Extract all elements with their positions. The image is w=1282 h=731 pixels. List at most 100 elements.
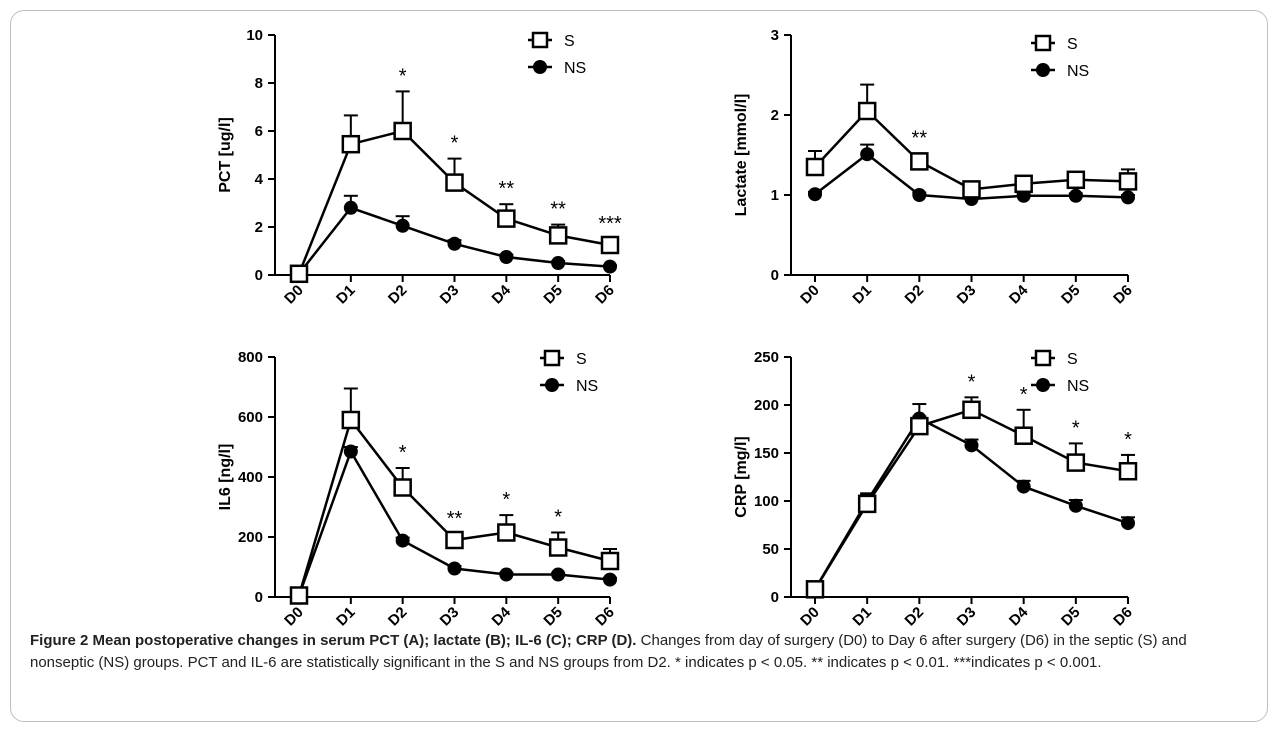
data-point <box>393 121 412 141</box>
data-point <box>805 157 825 177</box>
data-point <box>343 200 358 215</box>
significance-marker: * <box>1072 417 1080 439</box>
series-ns <box>292 194 617 281</box>
data-point <box>964 438 979 453</box>
data-point <box>499 567 514 582</box>
x-tick-label: D2 <box>902 604 928 630</box>
x-tick-label: D2 <box>902 282 928 308</box>
data-point <box>600 235 620 255</box>
legend-marker <box>1036 378 1050 392</box>
y-tick-label: 3 <box>771 27 779 44</box>
x-tick-label: D4 <box>1006 603 1032 629</box>
x-tick-label: D3 <box>954 604 980 630</box>
series-ns <box>292 444 617 603</box>
figure-caption: Figure 2 Mean postoperative changes in s… <box>30 630 1250 674</box>
data-point <box>447 561 462 576</box>
x-tick-label: D0 <box>797 282 823 308</box>
series-s <box>805 83 1138 199</box>
data-point <box>1068 498 1083 513</box>
data-point <box>395 218 410 233</box>
data-point <box>445 173 464 192</box>
x-tick-label: D5 <box>1058 282 1084 308</box>
data-point <box>1066 453 1086 472</box>
data-point <box>497 209 516 228</box>
figure-frame <box>10 10 1268 722</box>
x-tick-label: D5 <box>540 604 566 630</box>
data-point <box>551 567 566 582</box>
significance-marker: * <box>399 442 407 464</box>
y-axis-label: PCT [ug/l] <box>217 117 234 193</box>
y-tick-label: 600 <box>238 409 263 426</box>
y-tick-label: 10 <box>246 27 263 44</box>
data-point <box>289 264 309 284</box>
data-point <box>1014 174 1033 194</box>
legend: S NS <box>528 31 586 77</box>
data-point <box>341 134 361 154</box>
y-tick-label: 1 <box>771 187 779 204</box>
x-tick-label: D4 <box>489 603 515 629</box>
data-point <box>1121 516 1135 531</box>
x-tick-label: D4 <box>489 281 515 307</box>
y-tick-label: 0 <box>255 267 263 284</box>
data-point <box>499 250 514 264</box>
x-tick-label: D6 <box>592 282 618 308</box>
y-axis-label: Lactate [mmol/l] <box>733 94 750 217</box>
legend: S NS <box>1031 34 1089 80</box>
series-ns <box>808 403 1135 597</box>
data-point <box>497 523 516 542</box>
significance-marker: ** <box>550 199 566 221</box>
data-point <box>603 572 617 587</box>
data-point <box>548 538 568 557</box>
series-s <box>289 90 620 284</box>
data-point <box>447 236 462 251</box>
data-point <box>857 494 877 514</box>
legend-label: NS <box>564 60 586 77</box>
y-tick-label: 0 <box>771 267 779 284</box>
significance-marker: ** <box>499 178 515 200</box>
chart-d: 0 50 100 150 200 250 CRP [mg/l] D0 D1 D2 D3 D4 D5 D6 *… <box>733 349 1138 630</box>
significance-marker: *** <box>598 213 622 235</box>
x-tick-label: D3 <box>954 282 980 308</box>
data-point <box>1068 188 1083 203</box>
y-tick-label: 200 <box>238 529 263 546</box>
data-point <box>910 152 929 171</box>
data-point <box>603 259 617 274</box>
significance-marker: * <box>968 371 976 393</box>
legend-label: NS <box>576 378 598 395</box>
y-tick-label: 2 <box>771 107 779 124</box>
legend-label: S <box>576 351 587 368</box>
caption-text: Changes from day of surgery (D0) to Day … <box>30 632 1187 671</box>
x-tick-label: D4 <box>1006 281 1032 307</box>
data-point <box>857 101 877 121</box>
legend: S NS <box>1031 349 1089 395</box>
series-s <box>805 396 1138 599</box>
x-tick-label: D1 <box>849 282 875 308</box>
data-point <box>343 444 358 459</box>
y-tick-label: 250 <box>754 349 779 366</box>
x-tick-label: D1 <box>333 604 359 630</box>
data-point <box>289 586 309 605</box>
x-tick-label: D0 <box>797 604 823 630</box>
data-point <box>860 147 875 162</box>
data-point <box>600 551 620 571</box>
data-point <box>393 478 412 497</box>
y-axis-label: CRP [mg/l] <box>733 436 750 517</box>
x-tick-label: D3 <box>437 604 463 630</box>
y-tick-label: 800 <box>238 349 263 366</box>
y-tick-label: 0 <box>771 589 779 606</box>
legend-label: S <box>1067 36 1078 53</box>
data-point <box>551 256 566 270</box>
chart-b: 0 1 2 3 Lactate [mmol/l] D0 D1 D2 D3 D4 D5 D6 ** S NS <box>733 27 1138 308</box>
data-point <box>1118 461 1138 481</box>
y-tick-label: 50 <box>762 541 779 558</box>
caption-title: Figure 2 Mean postoperative changes in s… <box>30 632 637 649</box>
y-tick-label: 150 <box>754 445 779 462</box>
x-tick-label: D6 <box>1110 282 1136 308</box>
y-tick-label: 100 <box>754 493 779 510</box>
legend-marker <box>1034 349 1052 367</box>
legend-label: S <box>1067 351 1078 368</box>
data-point <box>808 187 822 202</box>
legend-marker <box>543 349 561 367</box>
